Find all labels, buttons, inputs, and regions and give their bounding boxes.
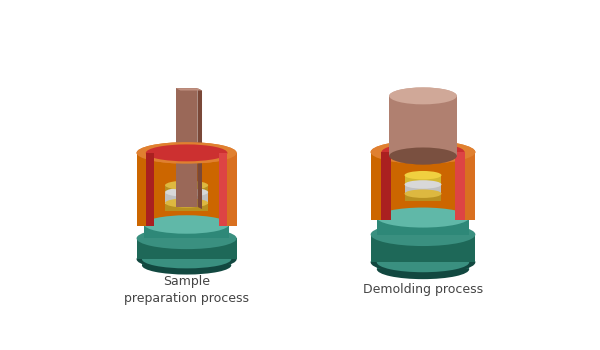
Ellipse shape xyxy=(377,259,469,279)
Ellipse shape xyxy=(142,250,231,268)
Polygon shape xyxy=(137,153,146,226)
Ellipse shape xyxy=(146,145,227,161)
Ellipse shape xyxy=(371,251,475,274)
Polygon shape xyxy=(227,153,236,226)
Ellipse shape xyxy=(389,210,457,225)
Ellipse shape xyxy=(377,224,469,245)
Polygon shape xyxy=(176,88,197,207)
Polygon shape xyxy=(455,152,464,220)
Polygon shape xyxy=(176,88,202,91)
Ellipse shape xyxy=(137,142,236,164)
Polygon shape xyxy=(455,152,464,220)
Polygon shape xyxy=(137,153,236,226)
Text: Demolding process: Demolding process xyxy=(363,284,483,296)
Ellipse shape xyxy=(382,143,464,161)
Ellipse shape xyxy=(137,228,236,249)
Ellipse shape xyxy=(165,198,208,208)
Ellipse shape xyxy=(404,171,442,180)
Polygon shape xyxy=(165,185,208,193)
Polygon shape xyxy=(165,203,208,211)
Polygon shape xyxy=(389,96,457,156)
Polygon shape xyxy=(389,96,457,156)
Ellipse shape xyxy=(389,88,457,104)
Ellipse shape xyxy=(371,223,475,246)
Ellipse shape xyxy=(377,208,469,228)
Polygon shape xyxy=(377,218,469,234)
Ellipse shape xyxy=(144,229,229,247)
Polygon shape xyxy=(137,238,236,259)
Polygon shape xyxy=(146,153,154,226)
Polygon shape xyxy=(371,152,382,220)
Polygon shape xyxy=(404,194,442,201)
Polygon shape xyxy=(464,152,475,220)
Polygon shape xyxy=(382,152,391,220)
Polygon shape xyxy=(144,224,229,238)
Ellipse shape xyxy=(389,147,457,164)
Ellipse shape xyxy=(146,145,227,161)
Ellipse shape xyxy=(144,215,229,234)
Polygon shape xyxy=(404,175,442,185)
Polygon shape xyxy=(371,152,475,220)
Ellipse shape xyxy=(404,189,442,198)
Text: Sample
preparation process: Sample preparation process xyxy=(124,275,249,305)
Polygon shape xyxy=(165,192,208,204)
Ellipse shape xyxy=(156,218,217,231)
Polygon shape xyxy=(371,234,475,262)
Ellipse shape xyxy=(371,141,475,164)
Polygon shape xyxy=(137,153,146,226)
Polygon shape xyxy=(142,259,231,265)
Polygon shape xyxy=(377,262,469,269)
Polygon shape xyxy=(227,153,236,226)
Ellipse shape xyxy=(377,252,469,272)
Ellipse shape xyxy=(404,180,442,189)
Ellipse shape xyxy=(137,248,236,270)
Ellipse shape xyxy=(382,143,464,161)
Polygon shape xyxy=(404,184,442,195)
Ellipse shape xyxy=(165,188,208,197)
Polygon shape xyxy=(146,153,154,226)
Ellipse shape xyxy=(389,88,457,104)
Polygon shape xyxy=(219,153,227,226)
Ellipse shape xyxy=(371,141,475,164)
Polygon shape xyxy=(219,153,227,226)
Ellipse shape xyxy=(137,142,236,164)
Polygon shape xyxy=(382,152,391,220)
Ellipse shape xyxy=(165,181,208,190)
Polygon shape xyxy=(197,88,202,209)
Ellipse shape xyxy=(142,256,231,274)
Ellipse shape xyxy=(389,147,457,164)
